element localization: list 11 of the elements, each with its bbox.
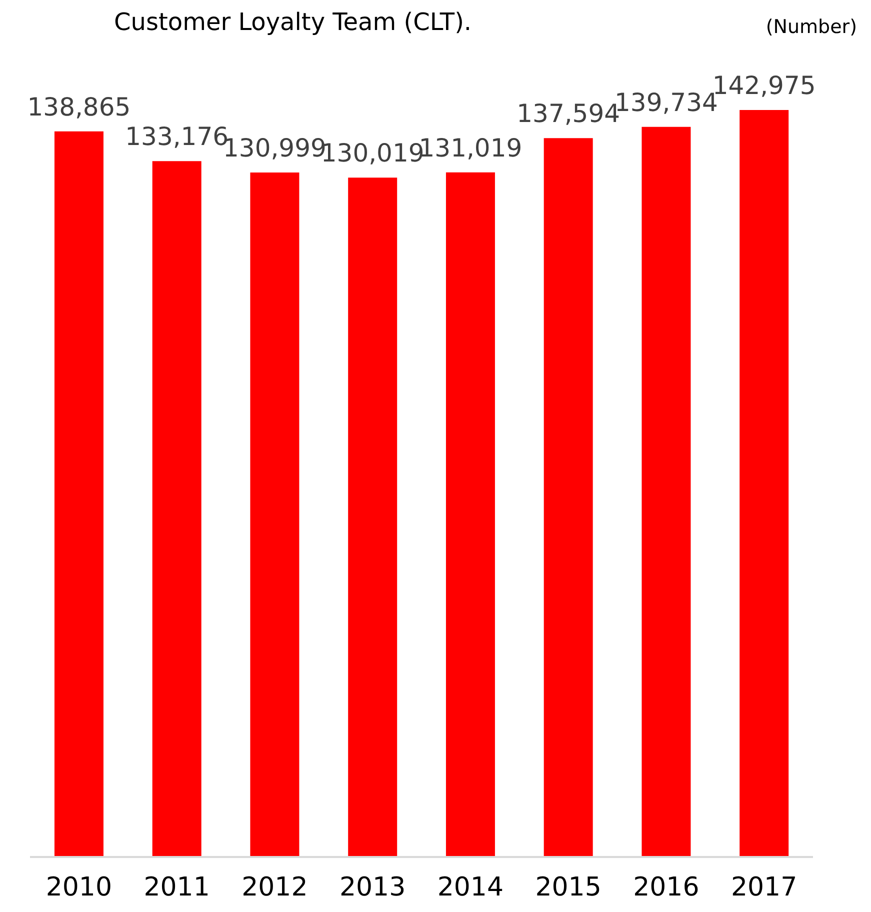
chart-title: Customer Loyalty Team (CLT).: [114, 8, 472, 36]
x-tick-label: 2017: [730, 872, 798, 902]
data-label: 138,865: [27, 92, 131, 122]
x-tick-label: 2016: [633, 872, 700, 902]
x-tick-label: 2012: [242, 872, 308, 902]
x-tick-label: 2013: [339, 872, 406, 902]
x-tick-label: 2015: [535, 872, 602, 902]
x-tick-label: 2014: [437, 872, 504, 902]
y-axis-title: (Number): [766, 16, 857, 38]
x-tick-label: 2010: [46, 872, 112, 902]
x-tick-label: 2011: [144, 872, 210, 902]
